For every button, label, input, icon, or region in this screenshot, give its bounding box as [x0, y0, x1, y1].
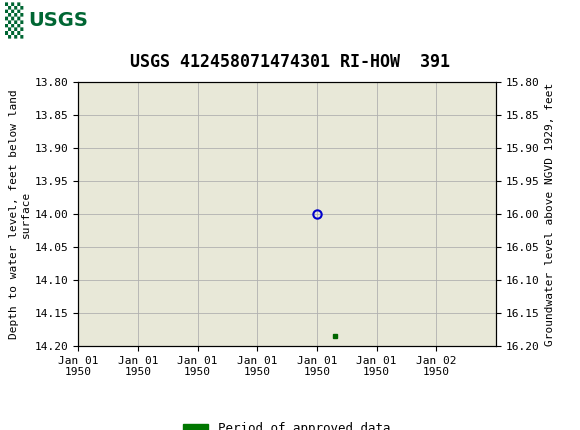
Bar [3, 3, 78, 37]
Y-axis label: Depth to water level, feet below land
surface: Depth to water level, feet below land su… [9, 89, 31, 339]
Text: USGS 412458071474301 RI-HOW  391: USGS 412458071474301 RI-HOW 391 [130, 53, 450, 71]
Text: ▒: ▒ [5, 2, 23, 39]
Y-axis label: Groundwater level above NGVD 1929, feet: Groundwater level above NGVD 1929, feet [545, 82, 555, 346]
Legend: Period of approved data: Period of approved data [179, 418, 396, 430]
Text: USGS: USGS [28, 11, 88, 30]
